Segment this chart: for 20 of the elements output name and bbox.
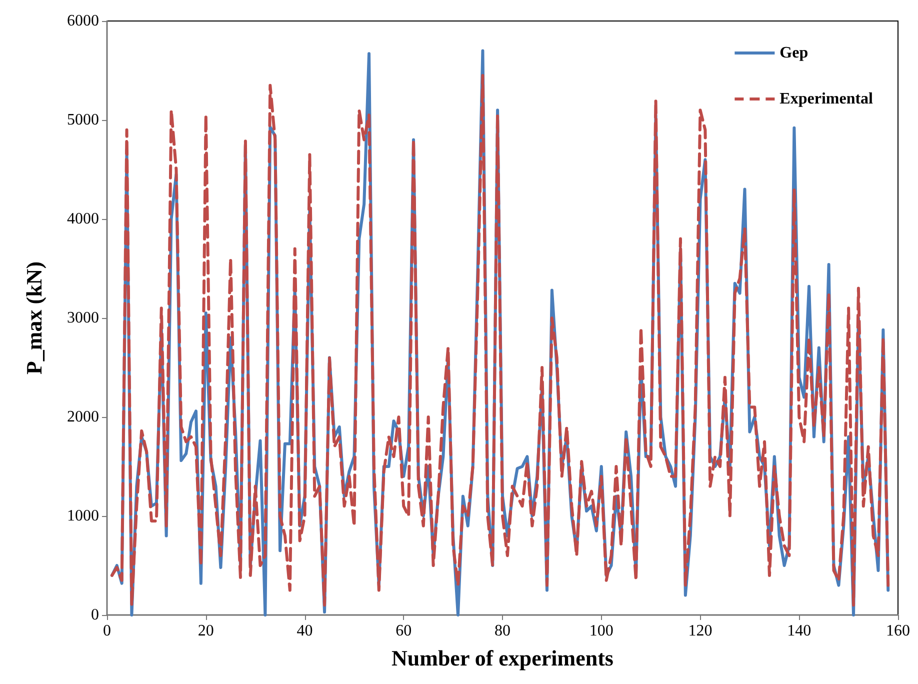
- y-tick-label: 6000: [67, 12, 99, 30]
- x-tick-label: 120: [688, 622, 712, 640]
- x-tick-label: 100: [589, 622, 614, 640]
- x-tick-label: 80: [494, 622, 510, 640]
- x-tick-label: 40: [296, 622, 313, 640]
- y-tick-label: 3000: [67, 310, 99, 326]
- x-tick-label: 160: [886, 622, 910, 640]
- x-axis-title: Number of experiments: [392, 646, 614, 670]
- legend-label: Gep: [780, 44, 808, 62]
- x-tick-label: 60: [396, 622, 412, 640]
- y-axis-title: P_max (kN): [22, 261, 46, 375]
- x-tick-label: 140: [787, 622, 812, 640]
- y-tick-label: 5000: [67, 112, 99, 128]
- y-tick-label: 4000: [67, 210, 99, 228]
- x-tick-label: 20: [198, 622, 214, 640]
- y-tick-label: 0: [91, 606, 99, 624]
- x-tick-label: 0: [103, 622, 111, 640]
- y-tick-label: 2000: [67, 408, 99, 426]
- legend-label: Experimental: [780, 90, 874, 108]
- y-tick-label: 1000: [67, 508, 99, 524]
